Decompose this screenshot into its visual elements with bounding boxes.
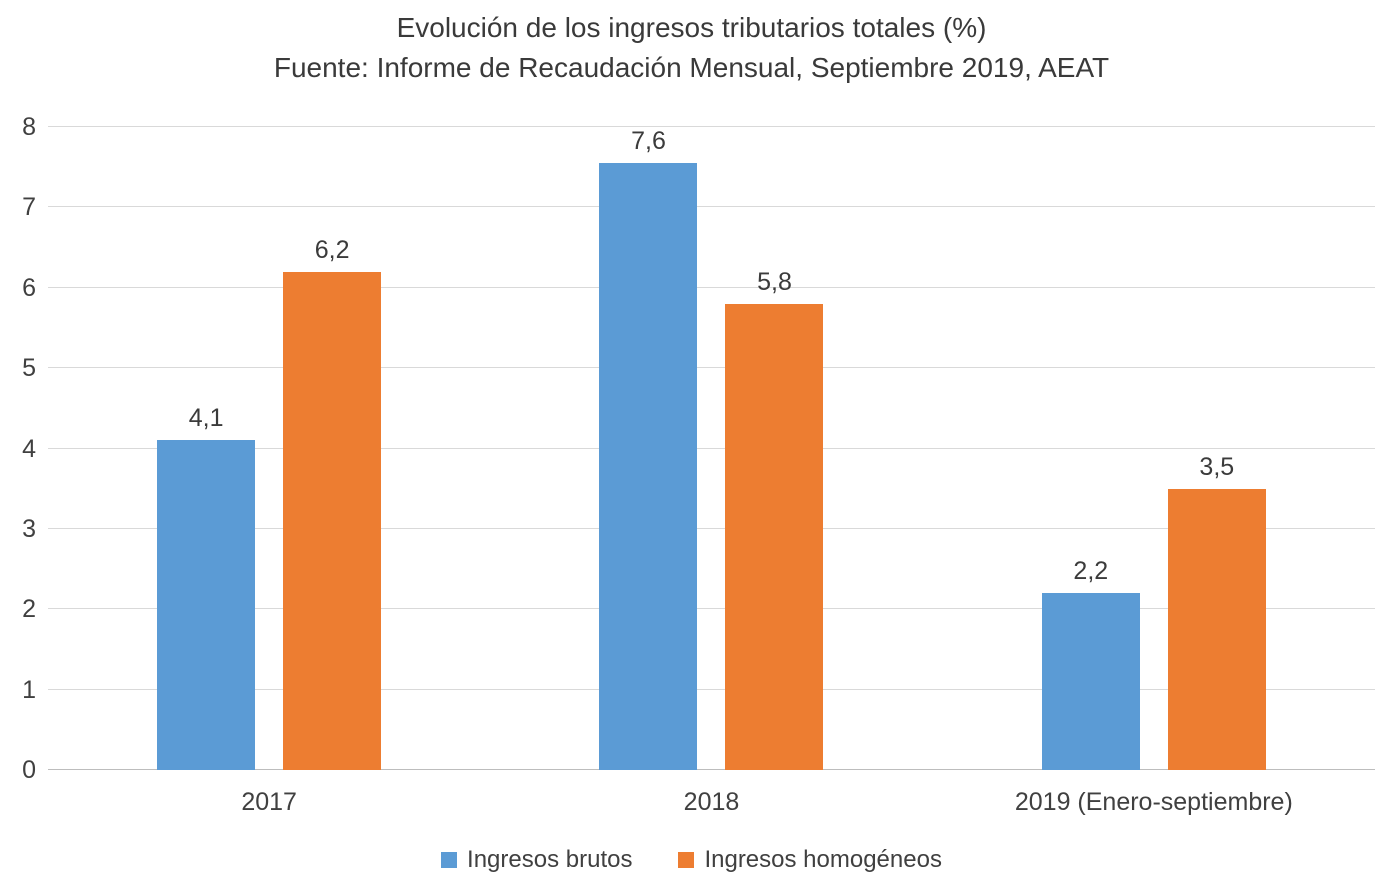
legend-item: Ingresos brutos: [441, 846, 632, 874]
bar-column: 3,5: [1167, 127, 1266, 770]
bar-column: 4,1: [157, 127, 256, 770]
bar-series1-cat1: [725, 303, 824, 770]
x-tick-label: 2018: [683, 788, 740, 816]
bar-series1-cat2: [1167, 488, 1266, 770]
chart-title-area: Evolución de los ingresos tributarios to…: [0, 8, 1383, 88]
gridline: [48, 206, 1375, 208]
gridline: [48, 608, 1375, 610]
x-tick-label: 2019 (Enero-septiembre): [1014, 788, 1293, 816]
x-axis: 2017 2018 2019 (Enero-septiembre): [48, 786, 1375, 818]
bar-group: 2,2 3,5: [933, 127, 1375, 770]
x-axis-line: [48, 769, 1375, 770]
y-axis: 0 1 2 3 4 5 6 7 8: [0, 113, 36, 784]
y-tick-label: 7: [22, 193, 36, 222]
y-tick-label: 4: [22, 434, 36, 463]
y-tick-label: 2: [22, 595, 36, 624]
gridline: [48, 527, 1375, 529]
y-tick-label: 1: [22, 675, 36, 704]
y-tick-label: 6: [22, 273, 36, 302]
legend-label: Ingresos homogéneos: [704, 846, 942, 873]
legend-label: Ingresos brutos: [467, 846, 633, 873]
bar-column: 7,6: [599, 127, 698, 770]
bar-column: 5,8: [725, 127, 824, 770]
legend-swatch-icon: [678, 852, 695, 868]
gridline: [48, 286, 1375, 288]
bar-column: 2,2: [1041, 127, 1140, 770]
legend: Ingresos brutos Ingresos homogéneos: [0, 846, 1383, 874]
gridline: [48, 447, 1375, 449]
x-tick-label: 2017: [241, 788, 297, 816]
chart-title: Evolución de los ingresos tributarios to…: [396, 12, 987, 43]
bar-column: 6,2: [283, 127, 382, 770]
legend-item: Ingresos homogéneos: [678, 846, 942, 874]
y-tick-label: 5: [22, 354, 36, 383]
bar-value-label: 6,2: [314, 235, 350, 264]
y-tick-label: 3: [22, 514, 36, 543]
plot-area: 4,1 6,2 7,6 5,8 2,2 3,5: [48, 126, 1375, 770]
bar-value-label: 3,5: [1199, 452, 1235, 481]
bar-series1-cat0: [283, 271, 382, 770]
bar-value-label: 2,2: [1073, 557, 1109, 586]
legend-swatch-icon: [441, 852, 458, 868]
gridline: [48, 688, 1375, 690]
bar-series0-cat2: [1041, 593, 1140, 770]
gridline: [48, 126, 1375, 127]
bar-value-label: 7,6: [631, 127, 666, 155]
chart-subtitle: Fuente: Informe de Recaudación Mensual, …: [273, 52, 1110, 83]
bar-group: 4,1 6,2: [48, 127, 490, 770]
bar-value-label: 4,1: [188, 404, 224, 433]
y-tick-label: 8: [22, 113, 36, 141]
bar-series0-cat1: [599, 163, 698, 770]
bar-value-label: 5,8: [757, 267, 792, 296]
bar-group: 7,6 5,8: [490, 127, 932, 770]
gridline: [48, 367, 1375, 369]
bar-series0-cat0: [157, 440, 256, 770]
y-tick-label: 0: [22, 756, 36, 784]
